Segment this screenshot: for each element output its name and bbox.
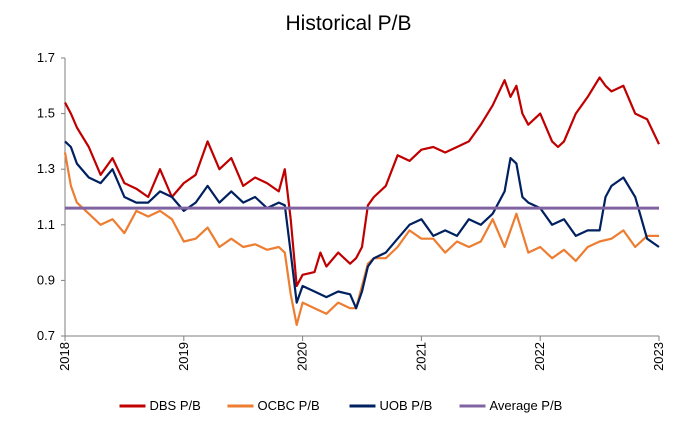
- y-tick-label: 0.9: [37, 272, 55, 287]
- x-tick-label: 2022: [532, 342, 547, 371]
- x-tick-label: 2023: [651, 342, 666, 371]
- y-tick-label: 0.7: [37, 328, 55, 343]
- x-tick-label: 2018: [57, 342, 72, 371]
- series-line-uob-p-b: [64, 140, 660, 310]
- plot-area: [63, 76, 660, 326]
- legend-label-dbs-p-b: DBS P/B: [150, 398, 201, 413]
- chart-axes: 0.7 0.9 1.1 1.3 1.5 1.7 2018 2019 2020 2021 2022 20…: [37, 50, 666, 371]
- legend-label-uob-p-b: UOB P/B: [380, 398, 433, 413]
- legend-label-ocbc-p-b: OCBC P/B: [258, 398, 320, 413]
- x-tick-label: 2020: [295, 342, 310, 371]
- legend-label-average-p-b: Average P/B: [490, 398, 563, 413]
- x-tick-label: 2019: [176, 342, 191, 371]
- chart-legend: DBS P/B OCBC P/B UOB P/B Average P/B: [119, 398, 563, 413]
- y-tick-label: 1.5: [37, 106, 55, 121]
- series-line-ocbc-p-b: [63, 152, 659, 326]
- y-tick-label: 1.7: [37, 50, 55, 65]
- x-tick-label: 2021: [413, 342, 428, 371]
- chart-title: Historical P/B: [285, 12, 412, 35]
- y-tick-label: 1.3: [37, 161, 55, 176]
- y-tick-label: 1.1: [37, 217, 55, 232]
